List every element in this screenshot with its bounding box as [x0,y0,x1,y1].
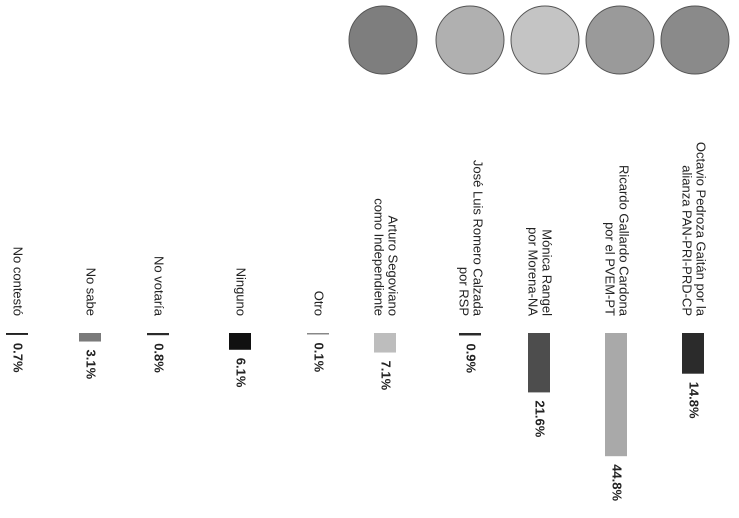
photos [348,5,730,75]
category-label: Octavio Pedroza Gaitán por la [694,142,709,317]
bar [682,333,704,374]
bar [79,333,101,342]
candidate-photo [348,5,418,75]
value-label: 21.6% [533,400,548,437]
value-label: 6.1% [234,358,249,388]
bar [528,333,550,393]
candidate-photo [435,5,505,75]
value-label: 0.8% [152,343,167,373]
category-label: Arturo Segoviano [386,216,401,316]
category-label: como Independiente [372,198,387,316]
candidate-photo [585,5,655,75]
bar [6,333,28,335]
candidate-photo [510,5,580,75]
category-label: por RSP [457,267,472,316]
bar [605,333,627,457]
category-label: No contestó [11,247,26,316]
bar [307,333,329,335]
bar [459,333,481,336]
category-label: No sabe [84,268,99,316]
category-label: por Morena-NA [526,227,541,316]
category-label: Ninguno [234,268,249,316]
category-label: Ricardo Gallardo Cardona [617,165,632,317]
value-label: 0.1% [312,343,327,373]
value-label: 3.1% [84,350,99,380]
category-label: Otro [312,291,327,316]
bar [374,333,396,353]
category-label: por el PVEM-PT [603,222,618,316]
value-label: 0.7% [11,343,26,373]
bar [147,333,169,336]
value-label: 44.8% [610,464,625,501]
value-label: 7.1% [379,361,394,391]
category-label: José Luis Romero Calzada [471,160,486,317]
category-label: Mónica Rangel [540,229,555,316]
category-label: No votaría [152,256,167,317]
bar [229,333,251,350]
candidate-photo [660,5,730,75]
value-label: 14.8% [687,382,702,419]
category-label: alianza PAN-PRI-PRD-CP [680,165,695,316]
value-label: 0.9% [464,343,479,373]
